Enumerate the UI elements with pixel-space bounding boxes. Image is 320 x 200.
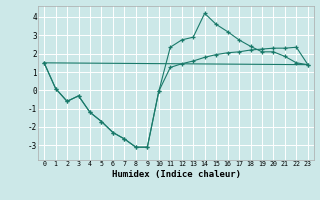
X-axis label: Humidex (Indice chaleur): Humidex (Indice chaleur) — [111, 170, 241, 179]
